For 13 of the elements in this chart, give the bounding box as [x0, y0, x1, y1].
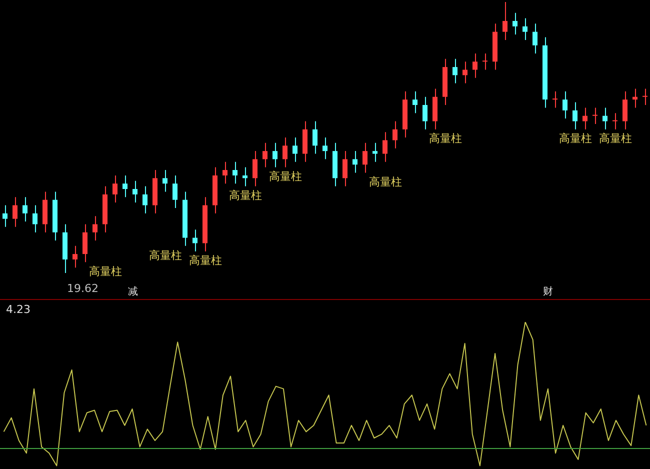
annotation: 高量柱	[369, 176, 402, 189]
annotation: 高量柱	[269, 170, 302, 184]
annotation: 高量柱	[189, 254, 222, 268]
text: 19.62	[67, 282, 98, 295]
annotation: 高量柱	[599, 132, 632, 146]
annotation: 高量柱	[229, 189, 262, 202]
text: 4.23	[6, 302, 30, 316]
annotation: 高量柱	[89, 265, 122, 278]
annotation: 高量柱	[149, 248, 182, 262]
text: 减	[128, 286, 138, 298]
annotation: 高量柱	[429, 132, 462, 146]
text: 财	[543, 286, 553, 298]
annotation: 高量柱	[559, 132, 592, 146]
